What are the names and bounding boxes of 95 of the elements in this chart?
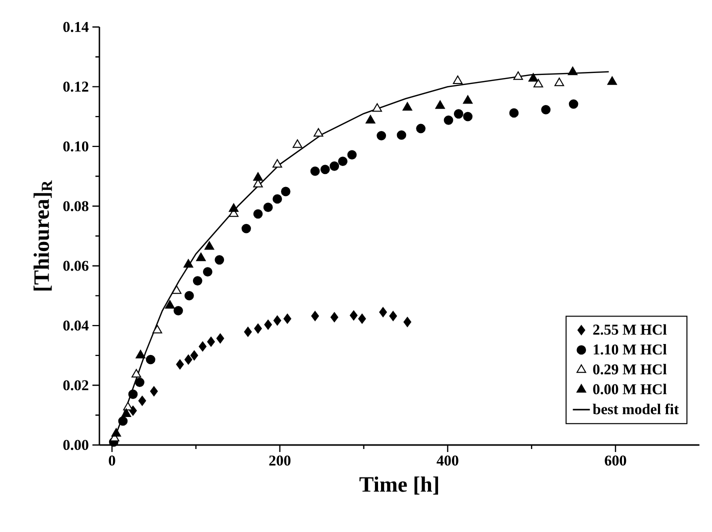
point xyxy=(272,159,282,168)
point xyxy=(528,73,538,82)
point xyxy=(165,300,175,309)
x-tick-label: 0 xyxy=(108,456,116,466)
point xyxy=(172,285,182,294)
point xyxy=(311,311,319,322)
x-axis-title: Time [h] xyxy=(359,476,438,495)
point xyxy=(123,402,133,410)
point xyxy=(184,259,194,268)
point xyxy=(372,103,382,112)
point xyxy=(242,224,251,234)
point xyxy=(174,306,183,316)
point xyxy=(314,128,324,137)
point xyxy=(376,130,386,140)
point xyxy=(207,336,215,347)
point xyxy=(330,312,338,322)
point xyxy=(190,350,198,360)
point xyxy=(541,105,551,114)
point xyxy=(118,416,128,426)
point xyxy=(214,255,224,265)
point xyxy=(228,203,239,212)
legend-label: best model fit xyxy=(592,404,679,414)
point xyxy=(281,186,290,196)
point xyxy=(347,150,357,160)
point xyxy=(396,130,406,140)
y-tick-label: 0.06 xyxy=(63,260,88,271)
point xyxy=(607,76,617,85)
point xyxy=(416,124,426,134)
point xyxy=(152,324,162,334)
point xyxy=(358,314,366,324)
point xyxy=(284,314,292,324)
point xyxy=(253,172,263,181)
y-tick-label: 0.04 xyxy=(63,320,89,331)
y-axis-title: [Thiourea]$_{R}$ xyxy=(34,180,52,290)
point xyxy=(310,166,320,176)
point xyxy=(350,310,358,320)
y-tick-label: 0.14 xyxy=(63,22,89,32)
point xyxy=(264,320,272,330)
point xyxy=(196,252,206,262)
point xyxy=(554,78,564,86)
point xyxy=(121,408,132,417)
x-tick-label: 200 xyxy=(269,456,290,466)
point xyxy=(292,139,302,148)
point xyxy=(454,109,464,119)
point xyxy=(128,390,138,399)
point xyxy=(379,307,387,318)
point xyxy=(150,386,158,396)
point xyxy=(244,326,252,337)
point xyxy=(568,99,578,109)
point xyxy=(568,66,578,76)
point xyxy=(452,76,463,84)
point xyxy=(320,164,330,174)
point xyxy=(389,311,397,322)
point xyxy=(184,354,192,365)
point xyxy=(435,100,445,109)
point xyxy=(366,114,376,124)
point xyxy=(111,428,122,437)
point xyxy=(330,161,340,171)
point xyxy=(254,324,262,334)
y-tick-label: 0.02 xyxy=(63,380,88,390)
point xyxy=(138,396,146,406)
x-tick-label: 600 xyxy=(604,456,626,466)
point xyxy=(176,359,184,370)
point xyxy=(136,350,146,358)
point xyxy=(462,95,473,104)
point xyxy=(444,115,454,125)
point xyxy=(132,369,142,378)
y-tick-label: 0.12 xyxy=(63,82,88,92)
legend-label: 1.10 M HCl xyxy=(594,344,667,355)
point xyxy=(273,315,282,326)
point xyxy=(509,108,519,118)
point xyxy=(146,354,156,364)
point xyxy=(192,276,202,286)
point xyxy=(198,341,207,352)
point xyxy=(184,291,194,300)
point xyxy=(216,333,224,344)
x-tick-label: 400 xyxy=(436,456,458,466)
legend-label: 0.00 M HCl xyxy=(593,384,667,394)
point xyxy=(533,78,544,88)
point xyxy=(402,102,412,111)
point xyxy=(513,71,523,80)
point xyxy=(202,267,212,277)
point xyxy=(263,202,273,212)
y-tick-label: 0.00 xyxy=(63,440,88,450)
point xyxy=(463,112,473,122)
y-tick-label: 0.08 xyxy=(63,201,88,212)
point xyxy=(134,378,144,387)
point xyxy=(253,209,263,219)
point xyxy=(338,156,348,166)
y-tick-label: 0.10 xyxy=(63,141,88,152)
point xyxy=(272,194,282,204)
point xyxy=(204,241,214,250)
legend-label: 0.29 M HCl xyxy=(593,364,667,374)
point xyxy=(404,316,412,327)
legend-label: 2.55 M HCl xyxy=(593,324,667,335)
